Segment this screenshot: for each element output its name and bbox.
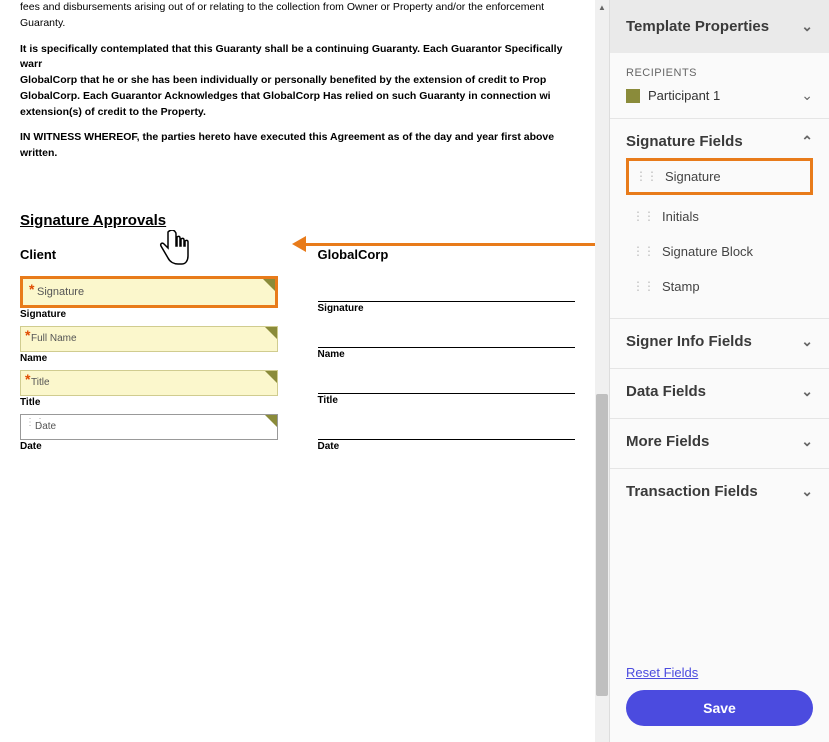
- panel-title: Template Properties: [626, 18, 769, 35]
- gc-signature-line: [318, 276, 576, 302]
- annotation-arrow-head-icon: [292, 236, 306, 252]
- signature-placeholder: Signature: [37, 286, 84, 298]
- signature-fields-header[interactable]: Signature Fields: [626, 133, 813, 150]
- document-area: fees and disbursements arising out of or…: [0, 0, 595, 742]
- drag-handle-icon: ⋮⋮: [25, 420, 45, 425]
- client-title: Client: [20, 247, 278, 262]
- signer-info-section: Signer Info Fields: [610, 319, 829, 369]
- recipients-section: RECIPIENTS Participant 1: [610, 53, 829, 119]
- gc-signature-label: Signature: [318, 303, 576, 314]
- field-item-initials[interactable]: ⋮⋮ Initials: [626, 199, 813, 234]
- field-item-initials-label: Initials: [662, 209, 699, 224]
- field-corner-icon: [265, 415, 277, 427]
- signature-field[interactable]: * Signature: [20, 276, 278, 308]
- chevron-down-icon: [801, 433, 813, 450]
- paragraph-2d: extension(s) of credit to the Property.: [20, 106, 206, 118]
- transaction-fields-label: Transaction Fields: [626, 483, 758, 500]
- field-item-signature[interactable]: ⋮⋮ Signature: [626, 158, 813, 195]
- date-field[interactable]: ⋮⋮ Date: [20, 414, 278, 440]
- field-item-stamp-label: Stamp: [662, 279, 700, 294]
- app-container: fees and disbursements arising out of or…: [0, 0, 829, 742]
- signature-columns: Client * Signature Signature * Full Name: [20, 247, 575, 458]
- reset-fields-link[interactable]: Reset Fields: [626, 665, 813, 680]
- gc-date-line: [318, 414, 576, 440]
- annotation-arrow-line: [300, 243, 595, 246]
- signer-info-header[interactable]: Signer Info Fields: [626, 333, 813, 350]
- field-item-signature-block[interactable]: ⋮⋮ Signature Block: [626, 234, 813, 269]
- chevron-down-icon: [801, 87, 813, 104]
- more-fields-header[interactable]: More Fields: [626, 433, 813, 450]
- gc-name-label: Name: [318, 349, 576, 360]
- field-corner-icon: [265, 371, 277, 383]
- document-text: fees and disbursements arising out of or…: [20, 0, 575, 162]
- paragraph-2c: GlobalCorp. Each Guarantor Acknowledges …: [20, 90, 551, 102]
- chevron-down-icon: [801, 483, 813, 500]
- title-label: Title: [20, 397, 278, 408]
- field-item-sigblock-label: Signature Block: [662, 244, 753, 259]
- gc-title-label: Title: [318, 395, 576, 406]
- drag-handle-icon: ⋮⋮: [632, 284, 654, 289]
- fullname-field[interactable]: * Full Name: [20, 326, 278, 352]
- paragraph-2b: GlobalCorp that he or she has been indiv…: [20, 74, 546, 86]
- participant-name: Participant 1: [648, 88, 793, 103]
- required-asterisk-icon: *: [25, 371, 30, 387]
- panel-footer: Reset Fields Save: [610, 653, 829, 742]
- drag-handle-icon: ⋮⋮: [632, 214, 654, 219]
- save-button[interactable]: Save: [626, 690, 813, 726]
- side-panel: Template Properties RECIPIENTS Participa…: [609, 0, 829, 742]
- data-fields-section: Data Fields: [610, 369, 829, 419]
- drag-handle-icon: ⋮⋮: [635, 174, 657, 179]
- scrollbar-track[interactable]: ▲: [595, 0, 609, 742]
- scroll-up-arrow-icon[interactable]: ▲: [595, 0, 609, 14]
- signature-label: Signature: [20, 309, 278, 320]
- witness-paragraph: IN WITNESS WHEREOF, the parties hereto h…: [20, 130, 575, 162]
- field-item-signature-label: Signature: [665, 169, 721, 184]
- date-label: Date: [20, 441, 278, 452]
- chevron-down-icon: [801, 383, 813, 400]
- required-asterisk-icon: *: [25, 327, 30, 343]
- recipient-row[interactable]: Participant 1: [626, 87, 813, 104]
- gc-date-label: Date: [318, 441, 576, 452]
- more-fields-section: More Fields: [610, 419, 829, 469]
- recipient-color-swatch: [626, 89, 640, 103]
- paragraph-1b: Guaranty.: [20, 17, 65, 29]
- transaction-fields-header[interactable]: Transaction Fields: [626, 483, 813, 500]
- signature-fields-label: Signature Fields: [626, 133, 743, 150]
- paragraph-1a: fees and disbursements arising out of or…: [20, 1, 544, 13]
- data-fields-label: Data Fields: [626, 383, 706, 400]
- title-field[interactable]: * Title: [20, 370, 278, 396]
- transaction-fields-section: Transaction Fields: [610, 469, 829, 518]
- panel-header[interactable]: Template Properties: [610, 0, 829, 53]
- fullname-placeholder: Full Name: [31, 333, 77, 344]
- signer-info-label: Signer Info Fields: [626, 333, 752, 350]
- globalcorp-column: GlobalCorp Signature Name Title Date: [318, 247, 576, 458]
- field-corner-icon: [265, 327, 277, 339]
- client-column: Client * Signature Signature * Full Name: [20, 247, 278, 458]
- field-corner-icon: [263, 279, 275, 291]
- chevron-down-icon: [801, 18, 813, 35]
- required-asterisk-icon: *: [29, 281, 34, 297]
- gc-name-line: [318, 322, 576, 348]
- more-fields-label: More Fields: [626, 433, 709, 450]
- gc-title-line: [318, 368, 576, 394]
- title-placeholder: Title: [31, 377, 50, 388]
- paragraph-2a: It is specifically contemplated that thi…: [20, 43, 562, 71]
- signature-approvals-heading: Signature Approvals: [20, 212, 575, 229]
- globalcorp-title: GlobalCorp: [318, 247, 576, 262]
- recipients-label: RECIPIENTS: [626, 67, 813, 79]
- chevron-up-icon: [801, 133, 813, 150]
- signature-fields-section: Signature Fields ⋮⋮ Signature ⋮⋮ Initial…: [610, 119, 829, 319]
- field-item-stamp[interactable]: ⋮⋮ Stamp: [626, 269, 813, 304]
- data-fields-header[interactable]: Data Fields: [626, 383, 813, 400]
- chevron-down-icon: [801, 333, 813, 350]
- name-label: Name: [20, 353, 278, 364]
- drag-handle-icon: ⋮⋮: [632, 249, 654, 254]
- scrollbar-thumb[interactable]: [596, 394, 608, 696]
